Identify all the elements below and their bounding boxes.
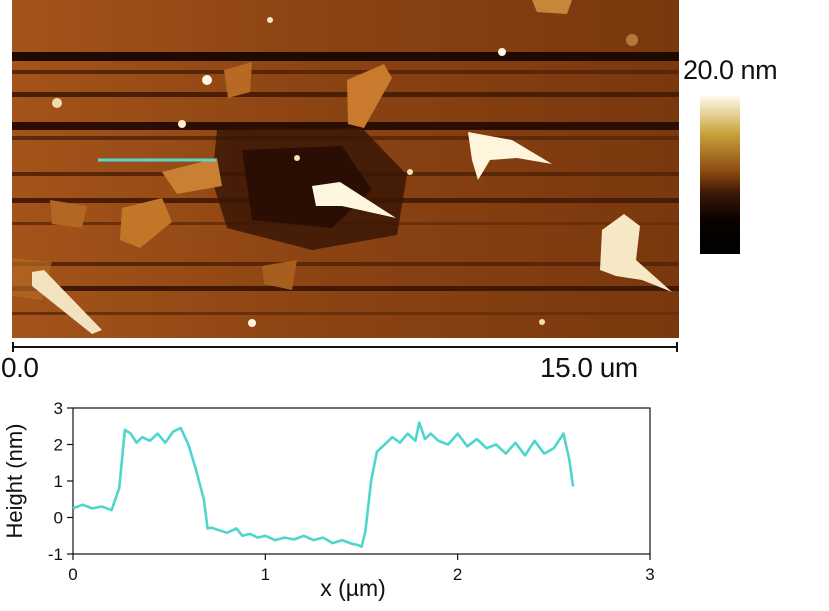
x-axis-ticks: 0 1 2 3 [68,554,655,584]
scale-start-label: 0.0 [1,352,39,383]
height-colorbar [700,96,740,254]
scale-bar-start-tick [12,342,14,352]
plot-frame [72,407,651,555]
series-layer [72,421,575,548]
afm-height-image [12,0,679,338]
scale-bar-line [12,346,678,348]
height-profile-chart: -1 0 1 2 3 0 1 2 3 Height (nm) x (µm) [2,399,655,601]
y-tick-label: 3 [54,399,63,418]
x-tick-label: 0 [68,565,77,584]
x-axis-label: x (µm) [320,575,386,601]
y-axis-label: Height (nm) [2,424,27,539]
y-tick-label: 1 [54,472,63,491]
y-axis-ticks: -1 0 1 2 3 [48,399,73,564]
colorbar-label: 20.0 nm [683,55,778,85]
x-tick-label: 3 [645,565,654,584]
x-tick-label: 2 [453,565,462,584]
y-tick-label: 0 [54,509,63,528]
series-line-0 [72,421,575,548]
scale-bar-end-tick [676,342,678,352]
x-tick-label: 1 [261,565,270,584]
scale-bar [12,342,678,352]
scale-end-label: 15.0 um [540,352,638,383]
y-tick-label: 2 [54,436,63,455]
y-tick-label: -1 [48,545,63,564]
